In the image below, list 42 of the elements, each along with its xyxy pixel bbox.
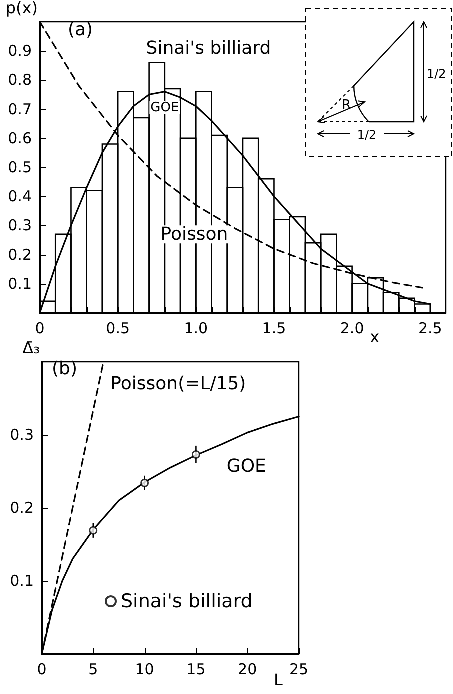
y-axis-title: Δ̄₃ (22, 338, 40, 358)
series-label: Poisson (160, 224, 228, 246)
x-tick-label: 5 (88, 660, 98, 678)
series-label: Sinai's billiard (146, 38, 272, 60)
x-tick-label: 25 (289, 660, 309, 678)
y-tick-label: 0.4 (8, 188, 32, 206)
point (192, 450, 200, 459)
y-tick-label: 0.1 (10, 572, 34, 590)
x-axis-title: L (274, 670, 283, 690)
x-tick-label: 20 (238, 660, 258, 678)
y-tick-label: 0.9 (8, 42, 32, 60)
x-tick-label: 0.5 (106, 320, 130, 338)
legend-label: Sinai's billiard (121, 590, 253, 612)
y-tick-label: 0.2 (8, 246, 32, 264)
x-tick-label: 2.0 (340, 320, 364, 338)
annotation: 1/2 (427, 67, 446, 81)
y-tick-label: 0.8 (8, 71, 32, 90)
x-tick-label: 1.5 (262, 320, 286, 338)
annotation: (a) (68, 20, 94, 40)
series-label: Poisson(=L/15) (110, 374, 246, 394)
x-tick-label: 15 (186, 660, 206, 678)
y-tick-label: 0.3 (8, 216, 32, 235)
y-tick-label: 0.6 (8, 129, 32, 148)
y-tick-label: 0.2 (10, 499, 34, 517)
x-tick-label: 10 (135, 660, 154, 678)
x-tick-label: 1.0 (184, 320, 208, 338)
series-label: GOE (150, 100, 180, 116)
x-axis-title: x (370, 328, 380, 346)
y-axis-title: p(x) (6, 0, 38, 18)
x-tick-label: 0 (35, 320, 45, 338)
y-tick-label: 0.3 (10, 426, 34, 444)
y-tick-label: 0.5 (8, 158, 32, 176)
series-label: GOE (226, 456, 266, 477)
x-tick-label: 2.5 (418, 320, 442, 338)
annotation: R (342, 98, 352, 113)
x-tick-label: 0 (37, 660, 47, 678)
y-tick-label: 0.1 (8, 274, 32, 293)
point (140, 478, 149, 488)
annotation: 1/2 (357, 128, 377, 142)
annotation: (b) (52, 358, 78, 380)
point (89, 526, 98, 535)
y-tick-label: 0.7 (8, 100, 32, 118)
